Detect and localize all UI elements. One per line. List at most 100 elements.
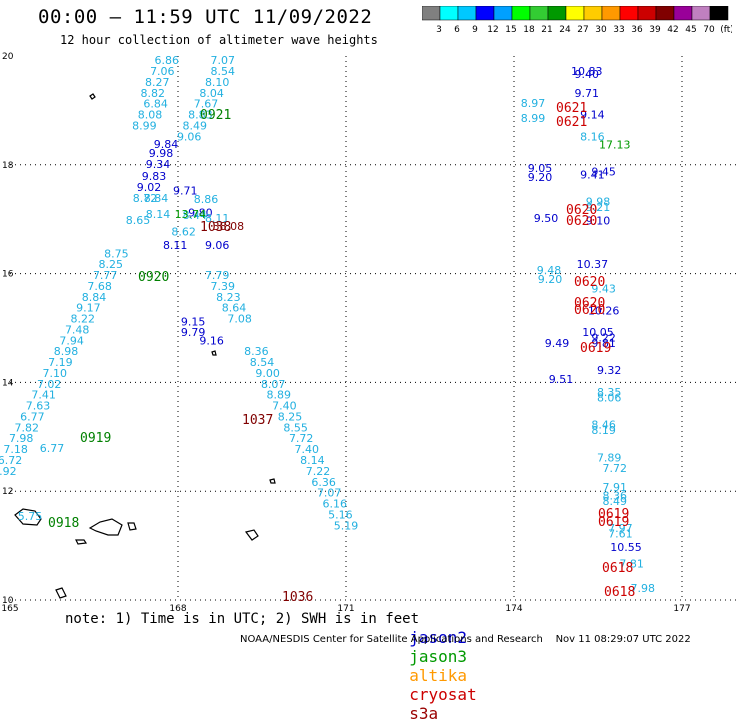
wave-height-value: 9.22 — [591, 332, 616, 345]
source-cryosat: cryosat — [409, 685, 477, 704]
source-jason2: jason2 — [409, 628, 468, 647]
y-tick-label: 14 — [2, 378, 14, 388]
x-tick-label: 171 — [337, 604, 354, 614]
wave-height-value: 7.68 — [87, 280, 112, 293]
wave-height-value: 9.20 — [528, 171, 553, 184]
wave-height-value: 9.40 — [575, 68, 600, 81]
wave-height-value: 5.92 — [0, 465, 17, 478]
wave-height-value: 7.77 — [93, 269, 118, 282]
wave-height-value: 8.19 — [591, 424, 616, 437]
source-s3a: s3a — [409, 704, 439, 723]
wave-height-value: 8.84 — [82, 291, 107, 304]
wave-height-value: 7.97 — [608, 522, 633, 535]
wave-height-value: 7.40 — [272, 400, 297, 413]
wave-height-value: 9.45 — [591, 166, 616, 179]
wave-height-value: 9.32 — [597, 364, 622, 377]
pass-time-label: 1037 — [242, 413, 273, 428]
colorbar-label: 18 — [523, 25, 535, 35]
pass-time-label: 0620 — [574, 303, 605, 318]
map-subtitle: 12 hour collection of altimeter wave hei… — [60, 33, 378, 47]
wave-height-value: 7.07 — [317, 487, 342, 500]
wave-height-value: 8.99 — [521, 112, 546, 125]
wave-height-value: 8.54 — [250, 356, 275, 369]
colorbar-swatch — [709, 6, 729, 21]
wave-height-value: 7.02 — [37, 378, 62, 391]
wave-height-value: 8.11 — [163, 239, 188, 252]
colorbar-label: 70 — [703, 25, 715, 35]
wave-height-value: 8.49 — [183, 119, 208, 132]
wave-height-value: 7.40 — [295, 443, 320, 456]
wave-height-value: 8.06 — [597, 391, 622, 404]
island-outline — [88, 518, 123, 536]
wave-height-value: 38.08 — [213, 220, 245, 233]
wave-height-value: 9.84 — [154, 138, 179, 151]
wave-height-value: 8.46 — [591, 419, 616, 432]
colorbar-label: 33 — [613, 25, 624, 35]
wave-height-value: 7.19 — [48, 356, 73, 369]
pass-time-label: 0921 — [200, 108, 231, 123]
y-tick-label: 12 — [2, 487, 13, 497]
wave-height-value: 8.08 — [138, 109, 163, 122]
wave-height-value: 8.97 — [521, 97, 546, 110]
wave-height-value: 7.06 — [150, 65, 175, 78]
pass-time-label: 0620 — [566, 203, 597, 218]
wave-height-value: 9.20 — [538, 273, 563, 286]
wave-height-value: 9.49 — [545, 337, 570, 350]
pass-time-label: 0619 — [580, 341, 611, 356]
satellite-legend: jason2 jason3 altika cryosat s3a — [390, 609, 489, 723]
wave-height-value: 7.63 — [26, 400, 51, 413]
wave-height-value: 7.81 — [619, 557, 644, 570]
pass-time-label: 0919 — [80, 431, 111, 446]
colorbar-label: 12 — [487, 25, 498, 35]
wave-height-value: 9.17 — [76, 302, 101, 315]
pass-time-label: 0620 — [574, 296, 605, 311]
y-tick-label: 16 — [2, 270, 14, 280]
wave-height-value: 7.79 — [205, 269, 230, 282]
wave-height-value: 8.98 — [54, 345, 79, 358]
island-outline — [75, 539, 88, 545]
wave-height-value: 8.54 — [211, 65, 236, 78]
wave-height-value: 9.06 — [205, 239, 230, 252]
island-outline — [269, 478, 276, 484]
wave-height-value: 9.06 — [177, 130, 202, 143]
island-outline — [14, 508, 42, 526]
wave-height-value: 8.35 — [597, 386, 622, 399]
wave-height-value: 7.72 — [603, 462, 628, 475]
map-title: 00:00 – 11:59 UTC 11/09/2022 — [38, 6, 373, 28]
wave-height-value: 8.10 — [205, 76, 230, 89]
wave-height-value: 7.18 — [3, 443, 28, 456]
wave-height-value: 9.41 — [580, 168, 605, 181]
wave-height-value: 6.77 — [40, 442, 65, 455]
colorbar-label: (ft) — [720, 25, 732, 35]
wave-height-value: 10.55 — [610, 541, 642, 554]
wave-height-value: 7.72 — [289, 432, 314, 445]
pass-time-label: 1038 — [200, 220, 231, 235]
wave-height-value: 7.91 — [603, 481, 628, 494]
wave-height-value: 8.36 — [244, 345, 269, 358]
wave-height-value: 9.51 — [549, 373, 574, 386]
y-tick-label: 20 — [2, 52, 14, 62]
wave-height-value: 8.25 — [278, 410, 303, 423]
wave-height-value: 8.72 — [133, 192, 158, 205]
source-altika: altika — [409, 666, 468, 685]
wave-height-value: 7.89 — [597, 451, 622, 464]
wave-height-value: 7.61 — [608, 527, 633, 540]
colorbar-label: 36 — [631, 25, 643, 35]
wave-height-value: 9.71 — [575, 87, 600, 100]
wave-height-value: 7.67 — [194, 98, 219, 111]
wave-height-value: 9.81 — [591, 337, 616, 350]
wave-height-value: 9.34 — [146, 158, 171, 171]
colorbar-label: 39 — [649, 25, 661, 35]
wave-height-value: 7.22 — [306, 465, 331, 478]
wave-height-value: 6.86 — [155, 54, 180, 67]
wave-height-value: 8.84 — [144, 192, 169, 205]
wave-height-value: 9.02 — [137, 181, 162, 194]
colorbar-label: 21 — [541, 25, 552, 35]
colorbar-label: 3 — [436, 25, 442, 35]
wave-height-value: 7.98 — [631, 582, 656, 595]
wave-height-value: 9.00 — [255, 367, 280, 380]
wave-height-value: 7.48 — [65, 323, 90, 336]
wave-height-value: 9.83 — [142, 170, 167, 183]
wave-height-value: 9.48 — [537, 264, 562, 277]
